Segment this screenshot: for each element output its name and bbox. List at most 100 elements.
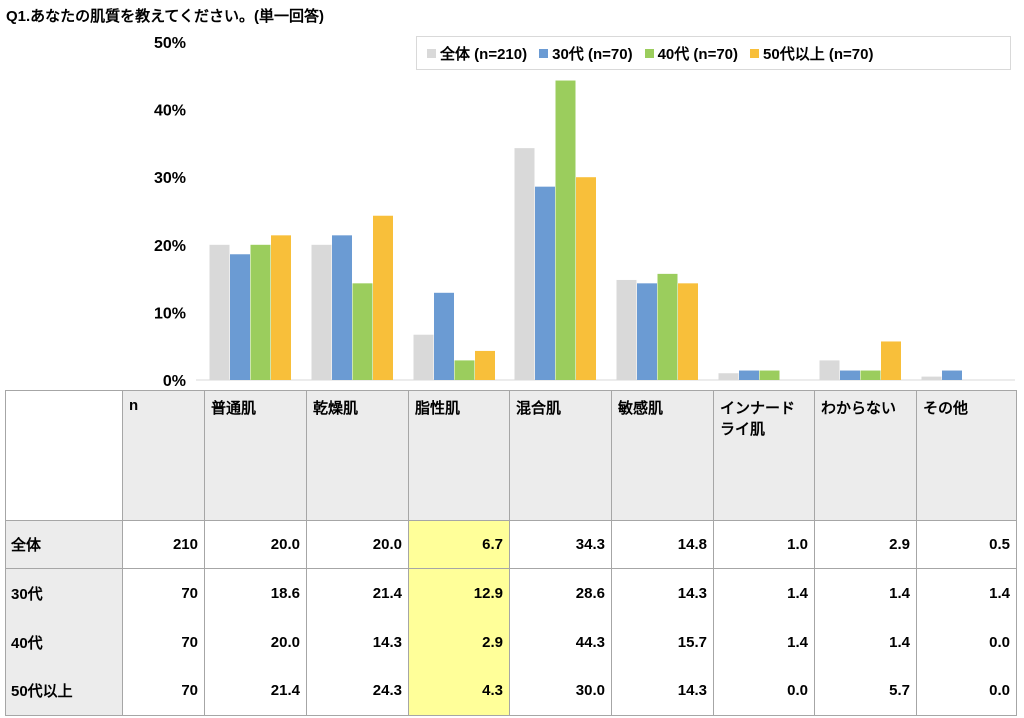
legend-swatch bbox=[539, 48, 549, 58]
header-n: n bbox=[122, 390, 205, 521]
bar bbox=[555, 80, 576, 381]
table-cell: 1.0 bbox=[713, 520, 815, 569]
bar bbox=[637, 283, 657, 380]
bar bbox=[616, 279, 637, 380]
header-cell: インナードライ肌 bbox=[713, 390, 815, 521]
bar bbox=[678, 283, 698, 380]
chart-title: Q1.あなたの肌質を教えてください。(単一回答) bbox=[6, 8, 324, 25]
table-cell: 20.0 bbox=[306, 520, 409, 569]
row-label: 全体 bbox=[5, 520, 123, 569]
bar-chart: 0% 10% 20% 30% 40% 50% bbox=[154, 35, 1015, 390]
table-cell: 20.0 bbox=[204, 520, 307, 569]
bar bbox=[271, 235, 291, 380]
header-cell: その他 bbox=[916, 390, 1017, 521]
legend-item: 全体 (n=210) bbox=[427, 43, 527, 64]
bar bbox=[819, 360, 840, 380]
table-cell: 0.5 bbox=[916, 520, 1017, 569]
header-cell: 混合肌 bbox=[509, 390, 612, 521]
bar bbox=[209, 244, 230, 380]
bar bbox=[413, 334, 434, 380]
table-row: 40代 70 20.0 14.3 2.9 44.3 15.7 1.4 1.4 0.0 bbox=[5, 617, 1017, 667]
table-cell: 14.3 bbox=[306, 617, 409, 667]
bar bbox=[759, 370, 780, 380]
table-cell: 1.4 bbox=[713, 568, 815, 618]
table-cell: 24.3 bbox=[306, 666, 409, 716]
header-cell: 普通肌 bbox=[204, 390, 307, 521]
legend-swatch bbox=[750, 48, 760, 58]
table-cell: 34.3 bbox=[509, 520, 612, 569]
table-row: 全体 210 20.0 20.0 6.7 34.3 14.8 1.0 2.9 0.5 bbox=[5, 520, 1017, 569]
table-row: 50代以上 70 21.4 24.3 4.3 30.0 14.3 0.0 5.7 0.0 bbox=[5, 666, 1017, 716]
bar bbox=[942, 370, 962, 380]
data-table: n 普通肌 乾燥肌 脂性肌 混合肌 敏感肌 インナードライ肌 わからない その他… bbox=[5, 390, 1017, 716]
legend-label: 30代 (n=70) bbox=[552, 45, 633, 63]
table-cell: 14.8 bbox=[611, 520, 714, 569]
table-row: 30代 70 18.6 21.4 12.9 28.6 14.3 1.4 1.4 1.4 bbox=[5, 568, 1017, 618]
header-cell: 脂性肌 bbox=[408, 390, 510, 521]
legend-item: 30代 (n=70) bbox=[539, 43, 633, 64]
bar bbox=[332, 235, 352, 380]
table-cell: 0.0 bbox=[916, 617, 1017, 667]
bar bbox=[535, 186, 555, 380]
table-cell: 1.4 bbox=[713, 617, 815, 667]
table-cell: 6.7 bbox=[408, 520, 510, 569]
table-cell: 30.0 bbox=[509, 666, 612, 716]
bar bbox=[921, 376, 942, 380]
bar bbox=[373, 215, 393, 380]
y-tick-label: 50% bbox=[154, 35, 186, 52]
bar bbox=[434, 292, 454, 380]
table-cell: 1.4 bbox=[916, 568, 1017, 618]
y-tick-label: 40% bbox=[154, 103, 186, 120]
bar bbox=[514, 148, 535, 380]
header-cell: わからない bbox=[814, 390, 917, 521]
row-label: 50代以上 bbox=[5, 666, 123, 716]
legend-label: 40代 (n=70) bbox=[657, 45, 739, 63]
legend-label: 全体 (n=210) bbox=[440, 45, 528, 63]
table-cell: 1.4 bbox=[814, 568, 917, 618]
bar bbox=[739, 370, 759, 380]
table-header-row: n 普通肌 乾燥肌 脂性肌 混合肌 敏感肌 インナードライ肌 わからない その他 bbox=[5, 390, 1017, 521]
bar bbox=[352, 283, 373, 380]
table-cell: 14.3 bbox=[611, 568, 714, 618]
table-cell: 5.7 bbox=[814, 666, 917, 716]
bar bbox=[576, 177, 596, 380]
bar bbox=[860, 370, 881, 380]
table-cell: 1.4 bbox=[814, 617, 917, 667]
table-cell: 0.0 bbox=[713, 666, 815, 716]
table-cell: 2.9 bbox=[814, 520, 917, 569]
header-cell: 敏感肌 bbox=[611, 390, 714, 521]
legend-item: 50代以上 (n=70) bbox=[750, 43, 873, 64]
y-tick-label: 10% bbox=[154, 305, 186, 322]
legend: 全体 (n=210) 30代 (n=70) 40代 (n=70) 50代以上 (… bbox=[416, 36, 1011, 70]
table-cell: 18.6 bbox=[204, 568, 307, 618]
table-cell: 21.4 bbox=[306, 568, 409, 618]
row-label: 40代 bbox=[5, 617, 123, 667]
legend-swatch bbox=[427, 48, 436, 58]
table-cell: 70 bbox=[122, 568, 205, 618]
table-cell: 20.0 bbox=[204, 617, 307, 667]
y-tick-label: 0% bbox=[163, 373, 186, 390]
row-label: 30代 bbox=[5, 568, 123, 618]
table-cell: 70 bbox=[122, 666, 205, 716]
bar bbox=[881, 341, 901, 380]
table-corner bbox=[5, 390, 123, 521]
y-tick-label: 20% bbox=[154, 238, 186, 255]
table-cell: 44.3 bbox=[509, 617, 612, 667]
table-cell: 12.9 bbox=[408, 568, 510, 618]
table-cell: 21.4 bbox=[204, 666, 307, 716]
table-cell: 0.0 bbox=[916, 666, 1017, 716]
table-cell: 15.7 bbox=[611, 617, 714, 667]
bar bbox=[230, 254, 250, 380]
header-cell: 乾燥肌 bbox=[306, 390, 409, 521]
bar bbox=[840, 370, 860, 380]
table-cell: 4.3 bbox=[408, 666, 510, 716]
bar bbox=[454, 360, 475, 380]
table-cell: 28.6 bbox=[509, 568, 612, 618]
bar bbox=[475, 350, 495, 380]
legend-label: 50代以上 (n=70) bbox=[763, 45, 874, 63]
bar bbox=[657, 273, 678, 380]
y-tick-label: 30% bbox=[154, 170, 186, 187]
table-cell: 70 bbox=[122, 617, 205, 667]
bar bbox=[250, 244, 271, 380]
bar bbox=[718, 373, 739, 380]
